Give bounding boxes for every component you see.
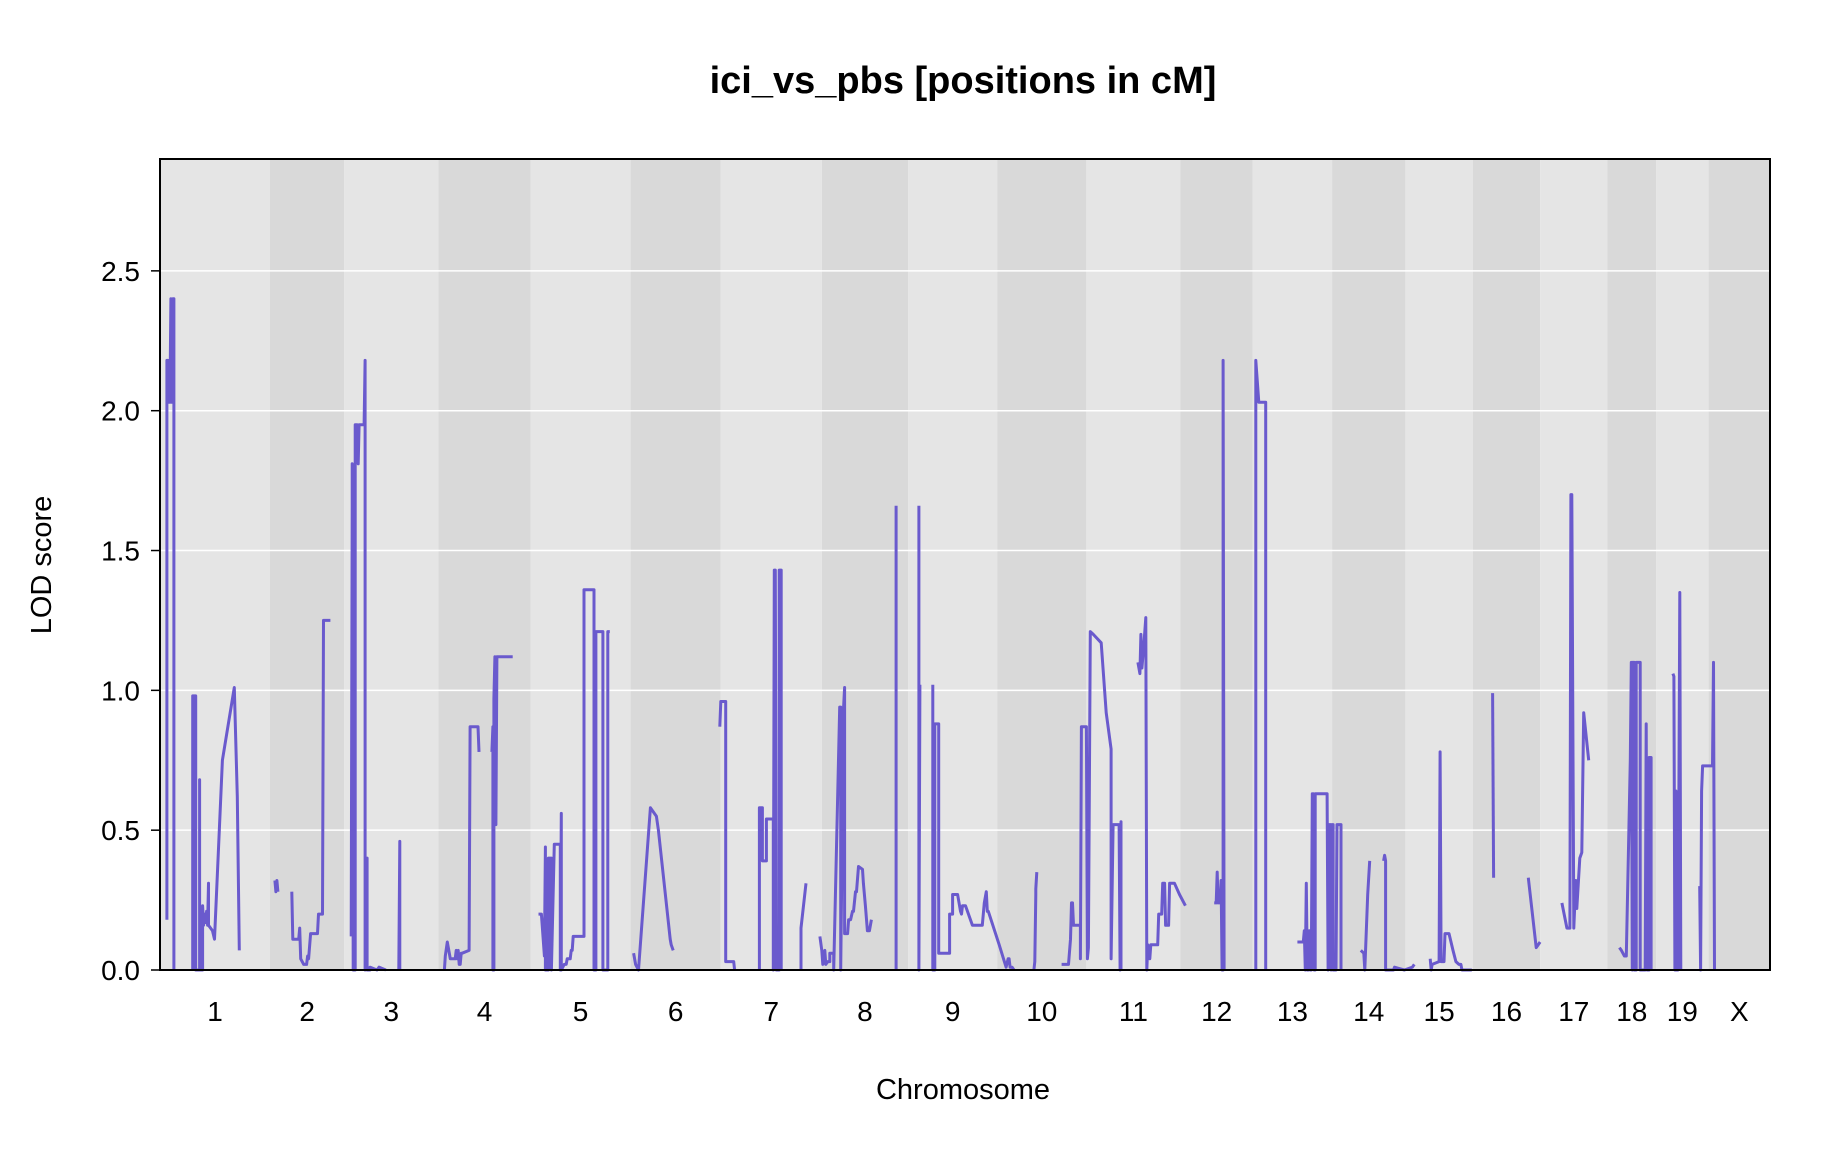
chromosome-band-7 — [720, 159, 822, 970]
x-tick-label-chr-14: 14 — [1353, 996, 1384, 1027]
lod-series-line-0 — [931, 684, 1016, 972]
lod-series-line-0 — [538, 588, 610, 972]
chromosome-band-6 — [630, 159, 721, 970]
chromosome-band-14 — [1332, 159, 1406, 970]
y-tick-label: 1.0 — [101, 675, 140, 706]
chromosome-band-19 — [1656, 159, 1709, 970]
x-tick-label-chr-13: 13 — [1277, 996, 1308, 1027]
x-tick-label-chr-15: 15 — [1424, 996, 1455, 1027]
x-tick-label-chr-X: X — [1730, 996, 1749, 1027]
chromosome-band-5 — [530, 159, 631, 970]
chromosome-band-X — [1708, 159, 1770, 970]
lod-series-line-0 — [1560, 493, 1591, 930]
chromosome-band-2 — [269, 159, 345, 970]
lod-series-line-0 — [1526, 877, 1542, 950]
y-axis-ticks: 0.0 0.5 1.0 1.5 2.0 2.5 — [101, 256, 160, 986]
lod-series-line-0 — [1254, 358, 1268, 970]
x-tick-label-chr-5: 5 — [573, 996, 589, 1027]
y-tick-label: 2.5 — [101, 256, 140, 287]
lod-series-line-0 — [1032, 872, 1039, 971]
lod-series-line-0 — [1428, 750, 1472, 972]
x-tick-label-chr-18: 18 — [1616, 996, 1647, 1027]
x-tick-label-chr-10: 10 — [1026, 996, 1057, 1027]
chromosome-band-4 — [438, 159, 531, 970]
x-tick-label-chr-16: 16 — [1491, 996, 1522, 1027]
x-tick-label-chr-11: 11 — [1119, 996, 1148, 1027]
x-tick-label-chr-9: 9 — [945, 996, 961, 1027]
lod-series-line-0 — [1491, 693, 1496, 878]
y-tick-label: 1.5 — [101, 536, 140, 567]
y-axis-label: LOD score — [26, 496, 58, 635]
chromosome-bands — [160, 159, 1770, 970]
chromosome-band-11 — [1086, 159, 1181, 970]
x-tick-label-chr-12: 12 — [1201, 996, 1232, 1027]
lod-series-line-0 — [273, 879, 280, 894]
lod-series-line-0 — [718, 700, 737, 971]
lod-series-line-0 — [1061, 630, 1123, 972]
lod-series-line-0 — [917, 505, 922, 972]
chart-title: ici_vs_pbs [positions in cM] — [710, 60, 1217, 102]
chromosome-band-3 — [344, 159, 439, 970]
x-tick-label-chr-2: 2 — [299, 996, 315, 1027]
x-tick-label-chr-19: 19 — [1667, 996, 1698, 1027]
x-tick-label-chr-17: 17 — [1558, 996, 1589, 1027]
y-tick-label: 0.0 — [101, 955, 140, 986]
x-tick-label-chr-7: 7 — [764, 996, 780, 1027]
chromosome-band-9 — [908, 159, 998, 970]
lod-series-line-0 — [799, 883, 808, 970]
plot-frame — [159, 158, 1771, 971]
lod-series-line-0 — [818, 686, 873, 972]
lod-series-line-0 — [1671, 591, 1683, 972]
x-tick-label-chr-3: 3 — [384, 996, 400, 1027]
chromosome-band-1 — [160, 159, 270, 970]
y-tick-label: 0.5 — [101, 815, 140, 846]
lod-series-line-0 — [290, 618, 331, 966]
x-axis-label: Chromosome — [876, 1074, 1050, 1106]
lod-series-line-0 — [1136, 616, 1187, 972]
x-tick-label-chr-4: 4 — [477, 996, 493, 1027]
x-tick-label-chr-1: 1 — [207, 996, 223, 1027]
lod-series-line-0 — [1214, 358, 1226, 972]
lod-series-line-0 — [632, 806, 675, 972]
chromosome-band-10 — [997, 159, 1087, 970]
lod-series-line-0 — [442, 725, 481, 971]
chromosome-band-12 — [1180, 159, 1253, 970]
x-tick-label-chr-8: 8 — [857, 996, 873, 1027]
x-axis-ticks: 1 2 3 4 5 6 7 8 9 10 11 12 13 14 15 16 17 18 19 X — [207, 996, 1749, 1027]
chromosome-band-16 — [1472, 159, 1541, 970]
x-tick-label-chr-6: 6 — [668, 996, 684, 1027]
lod-series-line-0 — [397, 839, 402, 971]
lod-series-line-0 — [165, 297, 176, 970]
y-tick-label: 2.0 — [101, 396, 140, 427]
